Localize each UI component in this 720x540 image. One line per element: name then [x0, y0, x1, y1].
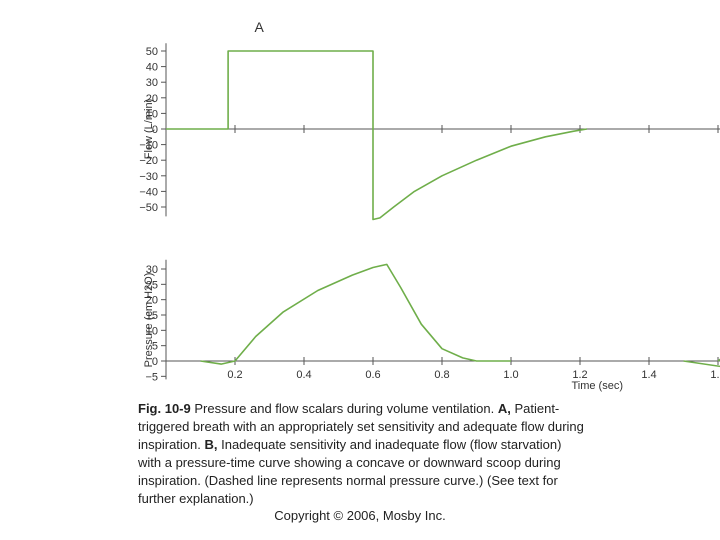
flow-y-tick-label: −30: [139, 171, 158, 183]
pressure-y-tick-label: 20: [146, 295, 158, 307]
caption-text-b: Inadequate sensitivity and inadequate fl…: [138, 437, 562, 506]
figure-caption: Fig. 10-9 Pressure and flow scalars duri…: [138, 400, 588, 508]
pressure-y-tick-label: 10: [146, 325, 158, 337]
pressure-y-tick-label: 5: [152, 341, 158, 353]
flow-y-tick-label: 40: [146, 62, 158, 74]
pressure-y-axis-label: Pressure (cm H2O): [143, 273, 155, 368]
panel-label-a: A: [254, 19, 264, 35]
pressure-x-tick-label: 0.6: [365, 369, 380, 381]
flow-y-tick-label: 20: [146, 93, 158, 105]
flow-y-tick-label: 50: [146, 46, 158, 58]
flow-y-tick-label: 10: [146, 108, 158, 120]
flow-y-tick-label: −20: [139, 155, 158, 167]
pressure-y-tick-label: 0: [152, 356, 158, 368]
pressure-y-tick-label: 30: [146, 264, 158, 276]
flow-series-line-a: [166, 50, 588, 221]
pressure-x-tick-label: 1.2: [572, 369, 587, 381]
pressure-x-axis-label: Time (sec): [571, 380, 623, 392]
flow-y-tick-label: 30: [146, 77, 158, 89]
pressure-x-tick-label: 1.0: [503, 369, 518, 381]
flow-y-tick-label: −50: [139, 202, 158, 214]
pressure-y-tick-label: 15: [146, 310, 158, 322]
pressure-chart: 302520151050−50.20.40.60.81.01.21.41.61.…: [143, 259, 720, 392]
caption-text-intro: Pressure and flow scalars during volume …: [190, 401, 498, 416]
caption-figure-label: Fig. 10-9: [138, 401, 191, 416]
pressure-series-line-b: [683, 360, 720, 368]
caption-label-b: B,: [204, 437, 218, 452]
copyright-notice: Copyright © 2006, Mosby Inc.: [274, 508, 446, 523]
caption-text-a: Patient-triggered breath with an appropr…: [138, 401, 584, 452]
pressure-series-line-a: [200, 263, 511, 365]
caption-label-a: A,: [497, 401, 511, 416]
flow-y-axis-label: Flow (L/min): [143, 99, 155, 160]
pressure-x-tick-label: 0.4: [296, 369, 311, 381]
flow-y-tick-label: −10: [139, 140, 158, 152]
flow-y-tick-label: 0: [152, 124, 158, 136]
pressure-x-tick-label: 1.6: [710, 369, 720, 381]
flow-y-tick-label: −40: [139, 186, 158, 198]
pressure-y-tick-label: −5: [145, 371, 158, 383]
pressure-y-tick-label: 25: [146, 279, 158, 291]
pressure-x-tick-label: 1.4: [641, 369, 656, 381]
pressure-x-tick-label: 0.8: [434, 369, 449, 381]
pressure-x-tick-label: 0.2: [227, 369, 242, 381]
